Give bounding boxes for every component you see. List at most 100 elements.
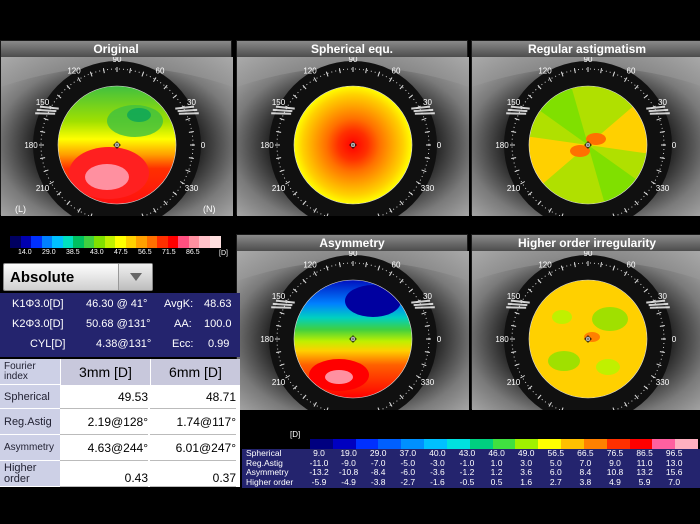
angle-label-300: 300 [624,409,638,410]
angle-label-120: 120 [67,67,81,76]
angle-label-210: 210 [507,184,521,193]
angle-label-60: 60 [156,67,165,76]
panel-title-regular: Regular astigmatism [472,41,700,57]
map-panel-higher[interactable]: Higher order irregularity906030033030027… [471,234,700,410]
scale-label: 47.5 [114,249,128,256]
scale-row-value: -4.9 [341,476,356,487]
map-panel-original[interactable]: Original9060300330300270240210180150120(… [0,40,233,216]
angle-label-300: 300 [624,215,638,216]
angle-label-150: 150 [507,292,521,301]
bottom-scale-swatch [515,439,539,449]
scale-row-value: 19.0 [340,448,357,458]
angle-label-210: 210 [507,378,521,387]
k1-value: 46.30 @ 41° [86,298,148,310]
topography-map-asymmetry: 9060300330300270240210180150120 [237,251,469,410]
topography-map-regular: 9060300330300270240210180150120 [472,57,700,216]
scale-row-value: 2.7 [549,476,562,487]
angle-label-240: 240 [67,215,81,216]
scale-swatch [136,236,147,248]
map-panel-asymmetry[interactable]: Asymmetry9060300330300270240210180150120 [236,234,469,410]
angle-label-240: 240 [538,409,552,410]
bottom-scale-swatch [446,439,471,449]
chevron-down-icon[interactable] [118,264,152,290]
angle-label-180: 180 [495,335,509,344]
k1-label: K1Φ3.0[D] [12,298,64,310]
angle-label-240: 240 [538,215,552,216]
angle-label-60: 60 [627,67,636,76]
scale-swatch [41,236,53,248]
scale-row-value: -3.0 [430,457,445,468]
scale-label: 43.0 [90,249,104,256]
dropdown-value: Absolute [10,269,75,286]
scale-row-value: 1.6 [520,476,533,487]
map-panel-regular[interactable]: Regular astigmatism906030033030027024021… [471,40,700,216]
angle-label-240: 240 [303,215,317,216]
row-label-reg-astig: Reg.Astig [0,409,60,435]
avgk-label: AvgK: [164,298,194,310]
angle-label-0: 0 [437,141,442,150]
bottom-scale-swatch [401,439,425,449]
scale-swatch [146,236,158,248]
reg-astig-6mm: 1.74@117° [150,409,236,435]
asymmetry-3mm: 4.63@244° [60,435,148,461]
bottom-scale-swatch [561,439,585,449]
scale-row-value: 37.0 [399,448,417,458]
display-mode-dropdown[interactable]: Absolute [3,263,153,291]
scale-swatch [157,236,168,248]
row-label-asymmetry: Asymmetry [0,435,60,461]
color-scale-table: [D] Spherical 9.0 19.0 29.0 37.0 40.0 43.0 46.0… [242,430,700,488]
angle-label-150: 150 [272,292,286,301]
scale-row-value: -11.0 [309,457,329,468]
scale-row-value: 13.0 [665,457,683,468]
bottom-scale-swatch [606,439,631,449]
scale-label: 56.5 [138,249,152,256]
row-label-higher-order: Higher order [0,461,60,487]
scale-swatch [125,236,137,248]
asymmetry-6mm: 6.01@247° [150,435,236,461]
avgk-value: 48.63 [204,298,232,310]
scale-row-label: Reg.Astig [246,457,283,468]
scale-row-value: -3.8 [370,476,386,487]
scale-row: Spherical 9.0 19.0 29.0 37.0 40.0 43.0 46.0 49.0… [242,448,700,459]
bottom-scale-swatch [355,439,379,449]
aa-value: 100.0 [204,318,232,330]
color-scale-bar: [D] 14.0 29.0 38.5 43.0 47.5 56.5 71.5 86.5 [0,234,232,262]
bottom-scale-swatch [652,439,676,449]
angle-label-300: 300 [389,409,403,410]
scale-row-value: 7.0 [668,476,681,487]
scale-label: 29.0 [42,249,56,256]
angle-label-210: 210 [272,378,286,387]
scale-row-value: 11.0 [636,457,653,468]
scale-row-value: 7.0 [579,457,592,468]
angle-label-150: 150 [272,98,286,107]
angle-label-330: 330 [185,184,199,193]
scale-row-value: -10.8 [338,467,359,477]
map-panel-spherical[interactable]: Spherical equ.90603003303002702402101801… [236,40,469,216]
scale-row-value: 46.0 [488,448,505,458]
cyl-value: 4.38@131° [96,338,152,350]
row-label-spherical: Spherical [0,385,60,409]
topography-map-original: 9060300330300270240210180150120(L)(N) [1,57,233,216]
scale-swatch [20,236,32,248]
angle-label-180: 180 [24,141,38,150]
scale-row: Asymmetry -13.2 -10.8 -8.4 -6.0 -3.6 -1.2 1.2 3.… [242,467,700,478]
angle-label-210: 210 [272,184,286,193]
col-header-6mm: 6mm [D] [150,359,240,385]
scale-row-value: -1.2 [459,467,475,477]
scale-row-label: Spherical [246,448,282,458]
scale-label: 86.5 [186,249,200,256]
scale-swatch [115,236,126,248]
scale-swatch [167,236,179,248]
scale-row-value: 49.0 [517,448,535,458]
scale-swatch [199,236,210,248]
bottom-scale-swatch [310,439,334,449]
angle-label-120: 120 [538,67,552,76]
aa-label: AA: [174,318,192,330]
angle-label-0: 0 [672,335,677,344]
scale-row-value: 6.0 [549,467,562,477]
scale-row-value: -1.6 [430,476,445,487]
eye-side-right: (N) [203,204,216,214]
scale-row-value: 1.0 [490,457,503,468]
bottom-scale-swatch [583,439,608,449]
reg-astig-3mm: 2.19@128° [60,409,148,435]
